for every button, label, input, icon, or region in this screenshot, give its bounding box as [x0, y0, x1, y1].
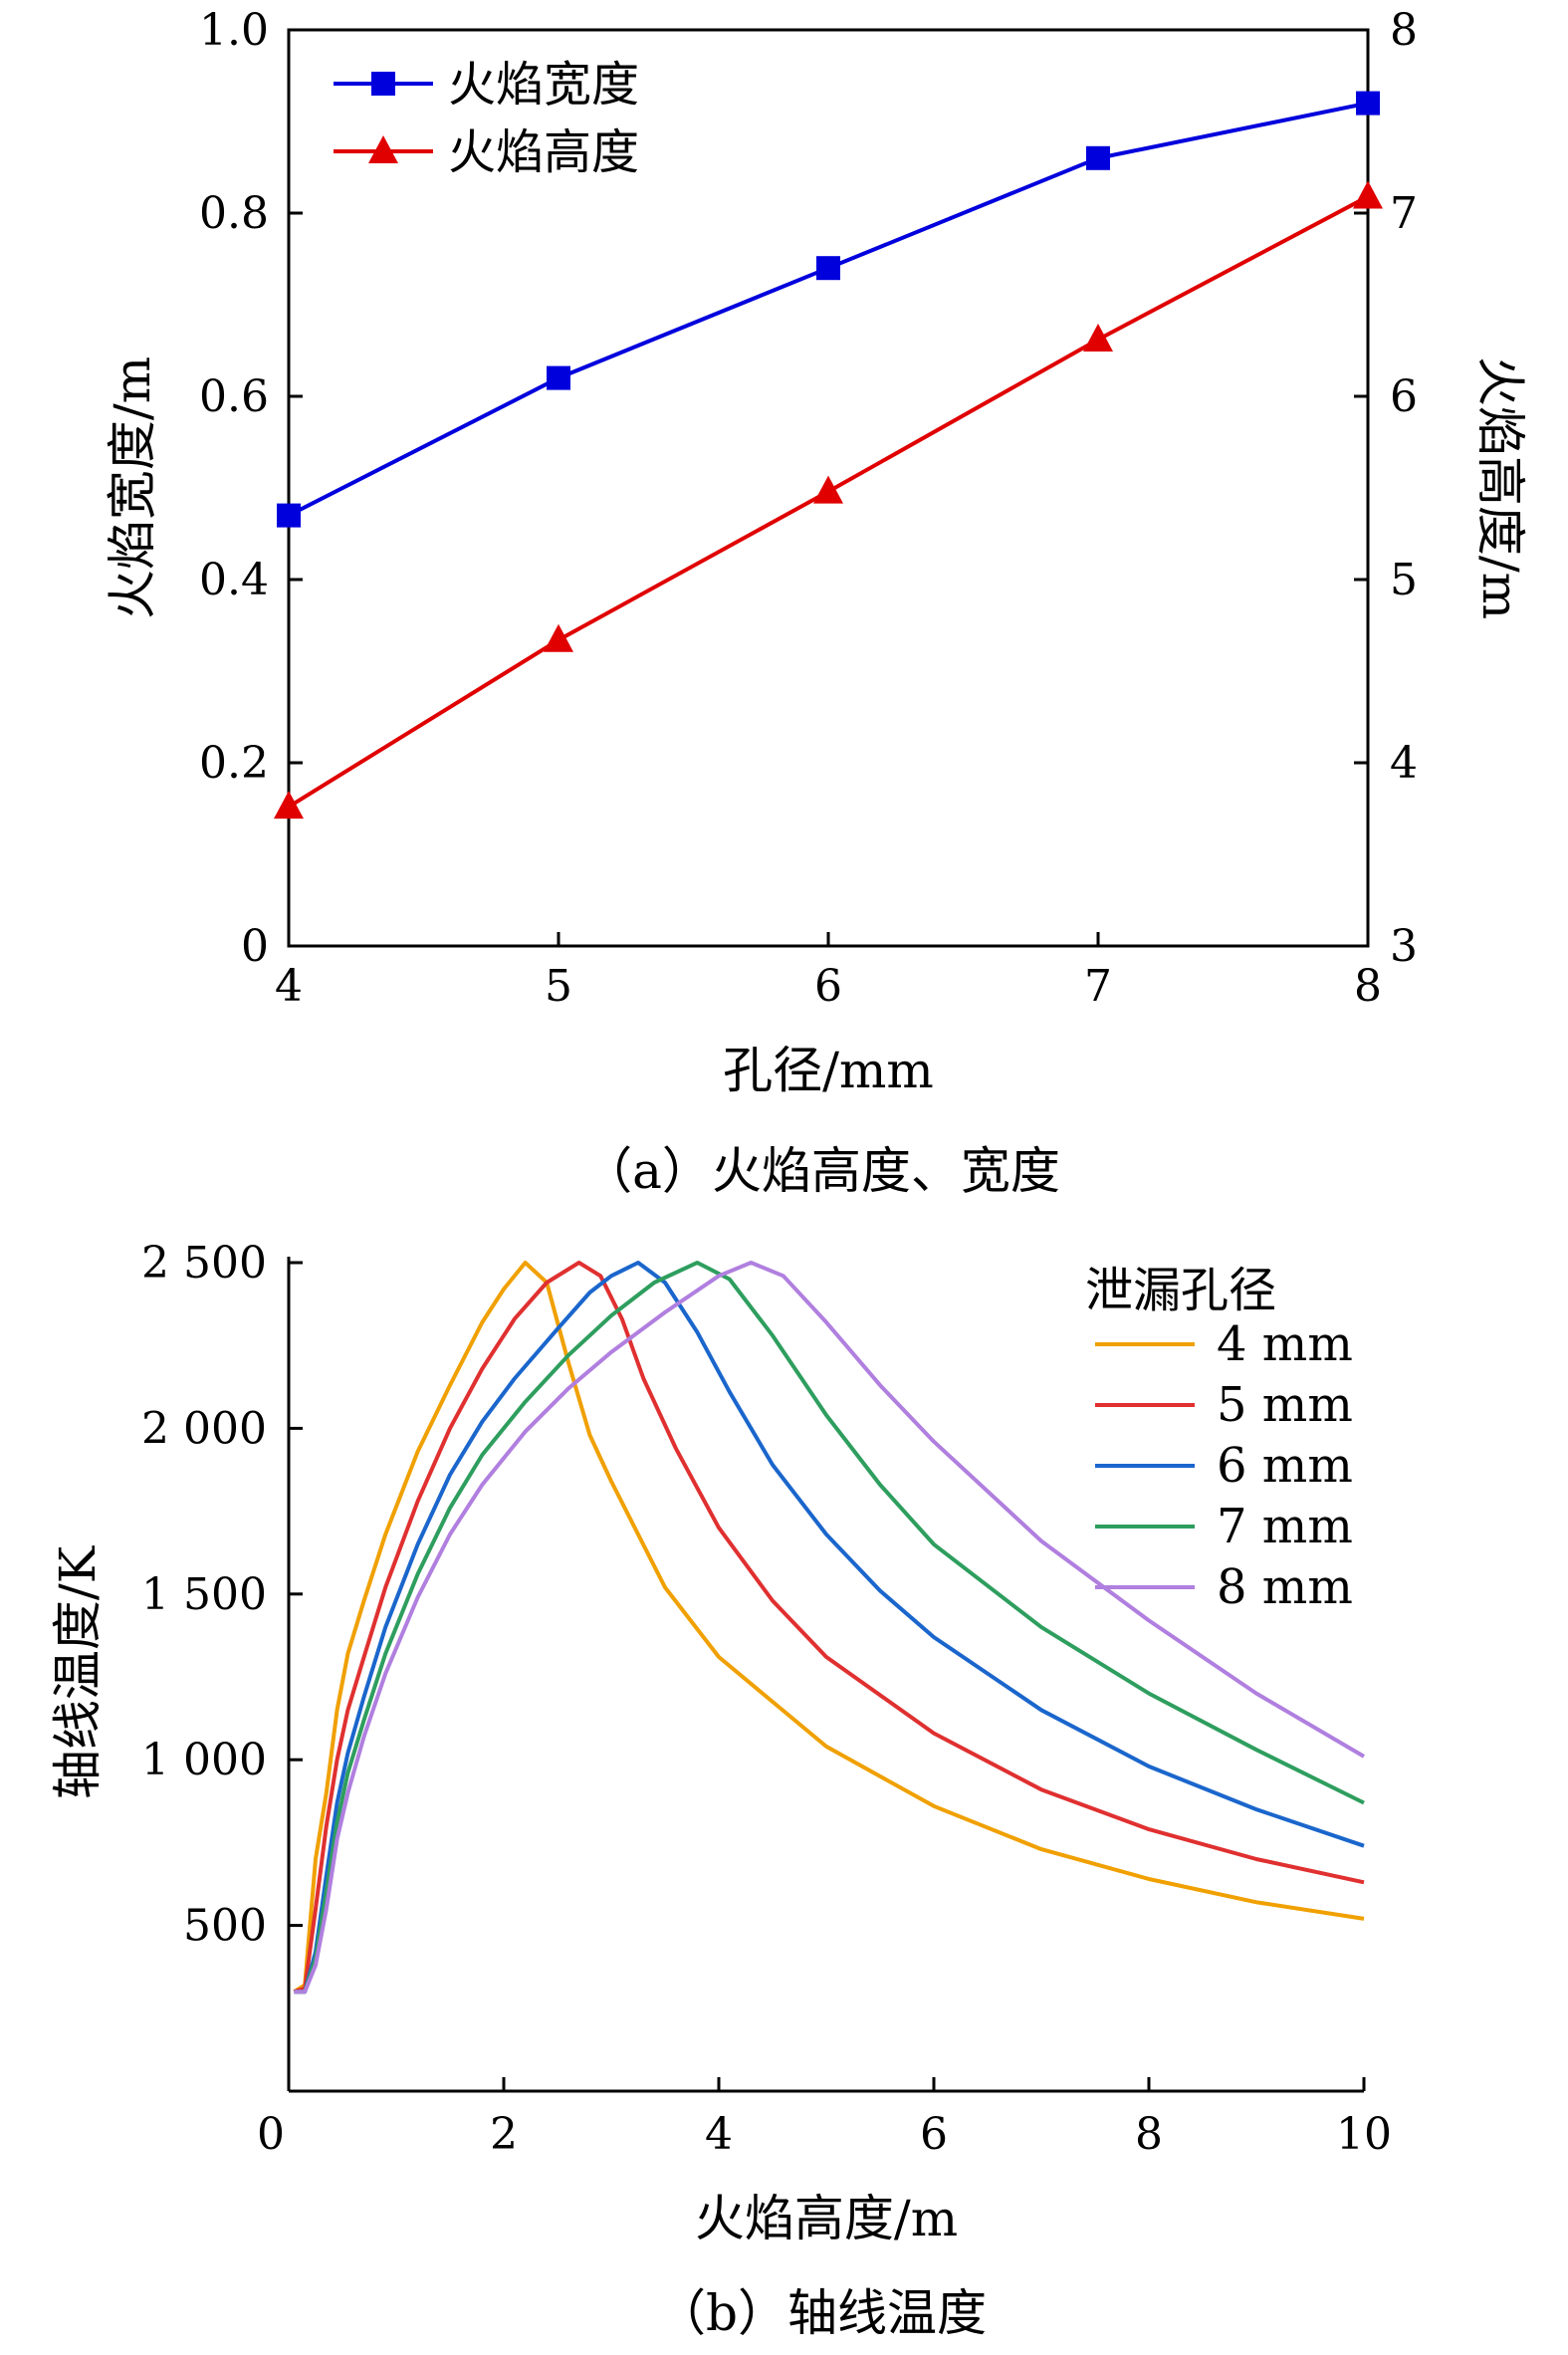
chart-b-legend-title: 泄漏孔径	[1085, 1263, 1276, 1318]
chart-a-xtick-label: 6	[814, 961, 842, 1012]
chart-b-series-line	[294, 1261, 1366, 1995]
chart-b-legend: 泄漏孔径 4 mm5 mm6 mm7 mm8 mm	[1085, 1263, 1353, 1615]
chart-a-point-square	[1356, 91, 1380, 116]
chart-a-ytick-right-label: 4	[1390, 738, 1418, 789]
chart-a-xlabel: 孔径/mm	[723, 1042, 934, 1099]
chart-a-point-triangle	[813, 475, 843, 504]
chart-b-ytick-label: 1 500	[141, 1569, 267, 1620]
chart-a-ytick-left-label: 1.0	[199, 5, 269, 56]
chart-a-caption: （a）火焰高度、宽度	[582, 1142, 1060, 1200]
chart-b-series-line	[293, 1261, 1365, 1995]
chart-a-ytick-left-label: 0	[241, 921, 269, 972]
chart-b-ytick-label: 2 000	[141, 1403, 267, 1454]
chart-b-legend-label: 6 mm	[1217, 1438, 1353, 1494]
chart-b-ytick-label: 2 500	[141, 1238, 267, 1289]
chart-b-series-line	[294, 1261, 1365, 1995]
chart-a-ytick-left-label: 0.6	[199, 371, 269, 422]
chart-a-point-triangle	[1083, 323, 1113, 352]
chart-b-xtick-label: 6	[920, 2109, 948, 2160]
chart-b-series-line	[294, 1261, 1365, 1995]
chart-a-xtick-label: 5	[545, 961, 572, 1012]
chart-a-ytick-right-label: 7	[1390, 188, 1418, 239]
chart-a-legend-label: 火焰宽度	[448, 57, 639, 113]
chart-a-ylabel-left: 火焰宽度/m	[104, 356, 161, 619]
chart-b-series-line	[293, 1261, 1365, 1994]
chart-b-legend-label: 4 mm	[1217, 1316, 1353, 1372]
chart-b-xlabel: 火焰高度/m	[695, 2190, 958, 2247]
chart-b-ylabel: 轴线温度/K	[49, 1544, 107, 1799]
chart-b-xtick-label: 4	[705, 2109, 733, 2160]
chart-a-point-triangle	[1353, 180, 1383, 209]
chart-a-ytick-left-label: 0.8	[199, 188, 269, 239]
chart-a-ytick-left-label: 0.2	[199, 738, 269, 789]
chart-a-legend-marker	[371, 72, 395, 96]
chart-a-point-square	[277, 503, 301, 528]
chart-b-ytick-label: 1 000	[141, 1735, 267, 1785]
chart-b-caption: （b）轴线温度	[656, 2284, 987, 2342]
chart-a-point-square	[816, 256, 840, 281]
chart-a-series	[274, 91, 1383, 820]
chart-b-legend-label: 5 mm	[1217, 1377, 1353, 1433]
chart-a-ylabel-right: 火焰高度/m	[1471, 356, 1529, 619]
chart-b-ytick-label: 500	[183, 1901, 267, 1952]
chart-a-ytick-right-label: 6	[1390, 371, 1418, 422]
chart-a-point-square	[1086, 145, 1110, 170]
chart-a-xtick-label: 4	[275, 961, 303, 1012]
chart-b-xtick-label: 8	[1135, 2109, 1163, 2160]
chart-a-xtick-label: 8	[1354, 961, 1382, 1012]
chart-b-legend-label: 8 mm	[1217, 1559, 1353, 1615]
chart-a-ytick-right-label: 3	[1390, 921, 1418, 972]
chart-a-point-triangle	[274, 791, 304, 820]
chart-b-ticks: 0 2 4 6 8 10 500 1 000 1 500 2 000 2 500	[141, 1238, 1392, 2160]
chart-a-ytick-right-label: 8	[1390, 5, 1418, 56]
chart-a-legend-label: 火焰高度	[448, 124, 639, 180]
chart-b-series	[293, 1261, 1366, 1995]
chart-b-xtick-label: 0	[257, 2109, 285, 2160]
chart-a-legend-marker	[368, 135, 398, 163]
chart-a-point-square	[547, 365, 570, 390]
chart-a-ytick-right-label: 5	[1390, 555, 1418, 605]
chart-b-legend-label: 7 mm	[1217, 1499, 1353, 1554]
chart-a-xtick-label: 7	[1084, 961, 1112, 1012]
chart-b-xtick-label: 10	[1336, 2109, 1392, 2160]
chart-a-ytick-left-label: 0.4	[199, 555, 269, 605]
chart-a-ticks: 4 5 6 7 8 0 0.2 0.4 0.6 0.8 1.0 3 4 5 6 7 8	[199, 5, 1418, 1012]
chart-a-point-triangle	[544, 623, 573, 652]
chart-b: 0 2 4 6 8 10 500 1 000 1 500 2 000 2 500 泄漏孔径 4 mm…	[49, 1238, 1392, 2342]
chart-b-xtick-label: 2	[490, 2109, 518, 2160]
